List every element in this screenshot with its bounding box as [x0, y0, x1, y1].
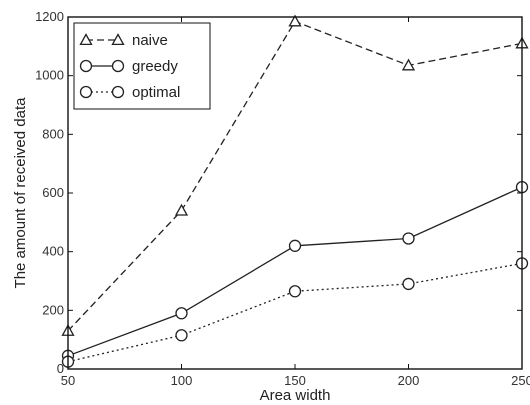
legend-marker-optimal: [79, 85, 93, 99]
y-tick-label: 0: [57, 361, 64, 376]
legend-marker-optimal: [111, 85, 125, 99]
x-tick-label: 100: [171, 373, 193, 388]
data-point-greedy: [175, 307, 188, 320]
y-tick-label: 600: [42, 185, 64, 200]
legend-label-optimal: optimal: [132, 84, 180, 101]
y-axis-ticks: 0 200 400 600 800 1000 1200: [35, 9, 522, 376]
series-layer: [61, 14, 529, 368]
x-tick-label: 200: [398, 373, 420, 388]
series-optimal: [61, 257, 529, 368]
x-tick-label: 50: [61, 373, 75, 388]
y-tick-label: 800: [42, 126, 64, 141]
y-tick-label: 400: [42, 244, 64, 259]
legend-marker-naive: [111, 33, 125, 46]
x-tick-label: 250: [511, 373, 530, 388]
legend-marker-naive: [79, 33, 93, 46]
data-point-naive: [288, 14, 302, 27]
data-point-greedy: [288, 239, 302, 252]
y-tick-label: 1200: [35, 9, 64, 24]
legend: naive greedy optimal: [73, 22, 211, 110]
data-point-optimal: [175, 329, 188, 342]
y-tick-label: 200: [42, 302, 64, 317]
y-axis-title: The amount of received data: [12, 97, 29, 289]
data-point-naive: [174, 203, 189, 216]
series-greedy: [61, 180, 529, 362]
data-point-naive: [401, 58, 416, 71]
data-point-greedy: [402, 232, 415, 245]
series-line-optimal: [67, 262, 523, 363]
plot-area-frame: [67, 16, 523, 370]
legend-label-naive: naive: [132, 32, 168, 49]
y-tick-label: 1000: [35, 68, 64, 83]
legend-marker-greedy: [111, 59, 125, 73]
series-line-greedy: [67, 186, 523, 357]
x-tick-label: 150: [284, 373, 306, 388]
data-point-optimal: [402, 277, 415, 291]
legend-marker-greedy: [79, 59, 93, 73]
x-axis-ticks: 50 100 150 200 250: [61, 17, 530, 388]
data-point-optimal: [288, 285, 302, 298]
legend-label-greedy: greedy: [132, 58, 178, 75]
x-axis-title: Area width: [260, 387, 331, 404]
